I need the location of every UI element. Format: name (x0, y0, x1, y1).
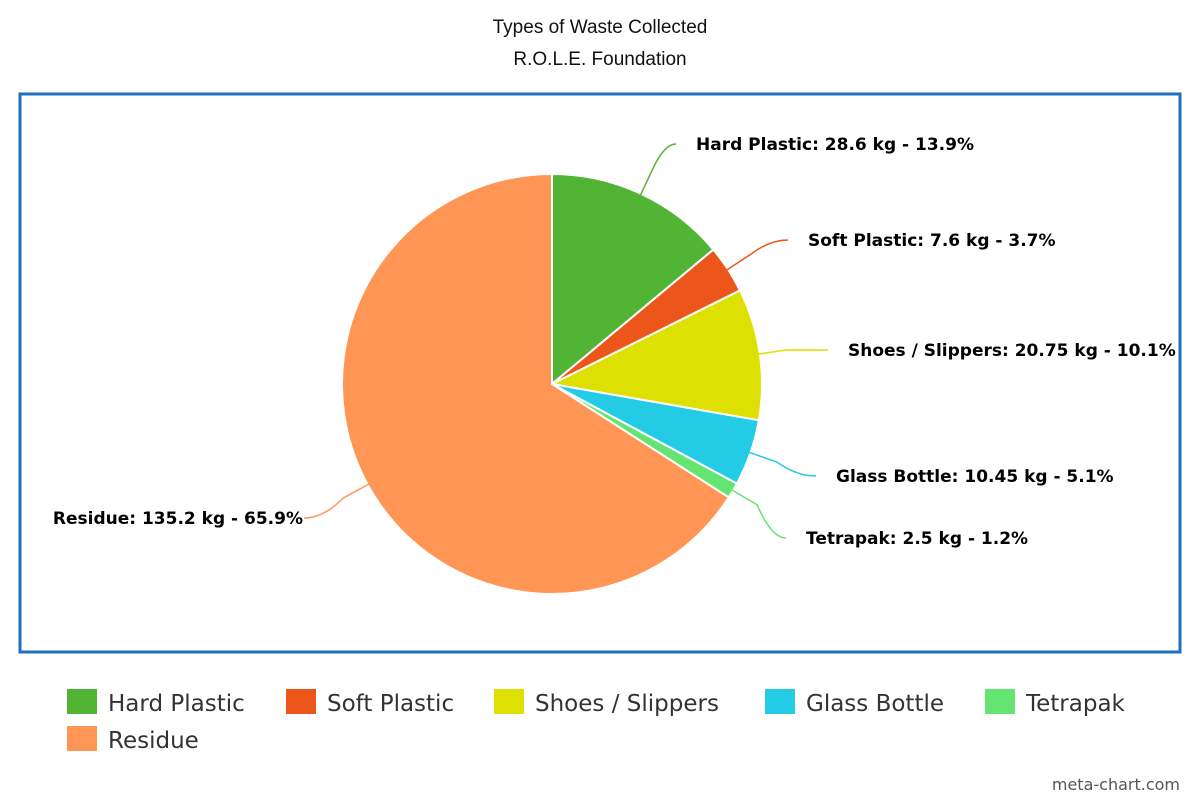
legend-swatch-shoes-slippers (494, 689, 524, 714)
legend-label-shoes-slippers: Shoes / Slippers (535, 691, 719, 717)
leader-line-glass-bottle (742, 449, 817, 477)
legend-swatch-residue (67, 726, 97, 751)
chart-subtitle: R.O.L.E. Foundation (513, 49, 686, 70)
legend-label-soft-plastic: Soft Plastic (327, 691, 454, 717)
data-label-soft-plastic: Soft Plastic: 7.6 kg - 3.7% (808, 231, 1056, 251)
legend-label-hard-plastic: Hard Plastic (108, 691, 245, 717)
legend-item-hard-plastic[interactable]: Hard Plastic (67, 689, 245, 717)
leader-line-tetrapak (725, 485, 787, 539)
legend-label-residue: Residue (108, 728, 199, 754)
legend-item-soft-plastic[interactable]: Soft Plastic (286, 689, 454, 717)
leader-lines-layer (303, 143, 829, 539)
watermark: meta-chart.com (1052, 775, 1180, 794)
legend: Hard Plastic Soft Plastic Shoes / Slippers… (67, 689, 1126, 754)
legend-swatch-glass-bottle (765, 689, 795, 714)
legend-label-glass-bottle: Glass Bottle (806, 691, 944, 717)
legend-label-tetrapak: Tetrapak (1025, 691, 1126, 717)
data-label-tetrapak: Tetrapak: 2.5 kg - 1.2% (806, 529, 1028, 549)
legend-item-tetrapak[interactable]: Tetrapak (985, 689, 1126, 717)
data-label-glass-bottle: Glass Bottle: 10.45 kg - 5.1% (836, 467, 1114, 487)
legend-swatch-tetrapak (985, 689, 1015, 714)
chart-title: Types of Waste Collected (493, 17, 708, 38)
leader-line-soft-plastic (720, 239, 789, 275)
legend-item-shoes-slippers[interactable]: Shoes / Slippers (494, 689, 719, 717)
data-label-shoes-slippers: Shoes / Slippers: 20.75 kg - 10.1% (848, 341, 1176, 361)
leader-line-hard-plastic (637, 143, 677, 202)
leader-line-shoes-slippers (751, 349, 829, 356)
slices-layer (341, 173, 763, 595)
legend-swatch-hard-plastic (67, 689, 97, 714)
data-label-hard-plastic: Hard Plastic: 28.6 kg - 13.9% (696, 135, 974, 155)
plot-frame (18, 92, 1182, 654)
legend-swatch-soft-plastic (286, 689, 316, 714)
legend-item-residue[interactable]: Residue (67, 726, 199, 754)
data-label-residue: Residue: 135.2 kg - 65.9% (53, 509, 303, 529)
data-labels-layer: Hard Plastic: 28.6 kg - 13.9% Soft Plasti… (53, 135, 1176, 549)
legend-item-glass-bottle[interactable]: Glass Bottle (765, 689, 944, 717)
leader-line-residue (303, 480, 376, 519)
